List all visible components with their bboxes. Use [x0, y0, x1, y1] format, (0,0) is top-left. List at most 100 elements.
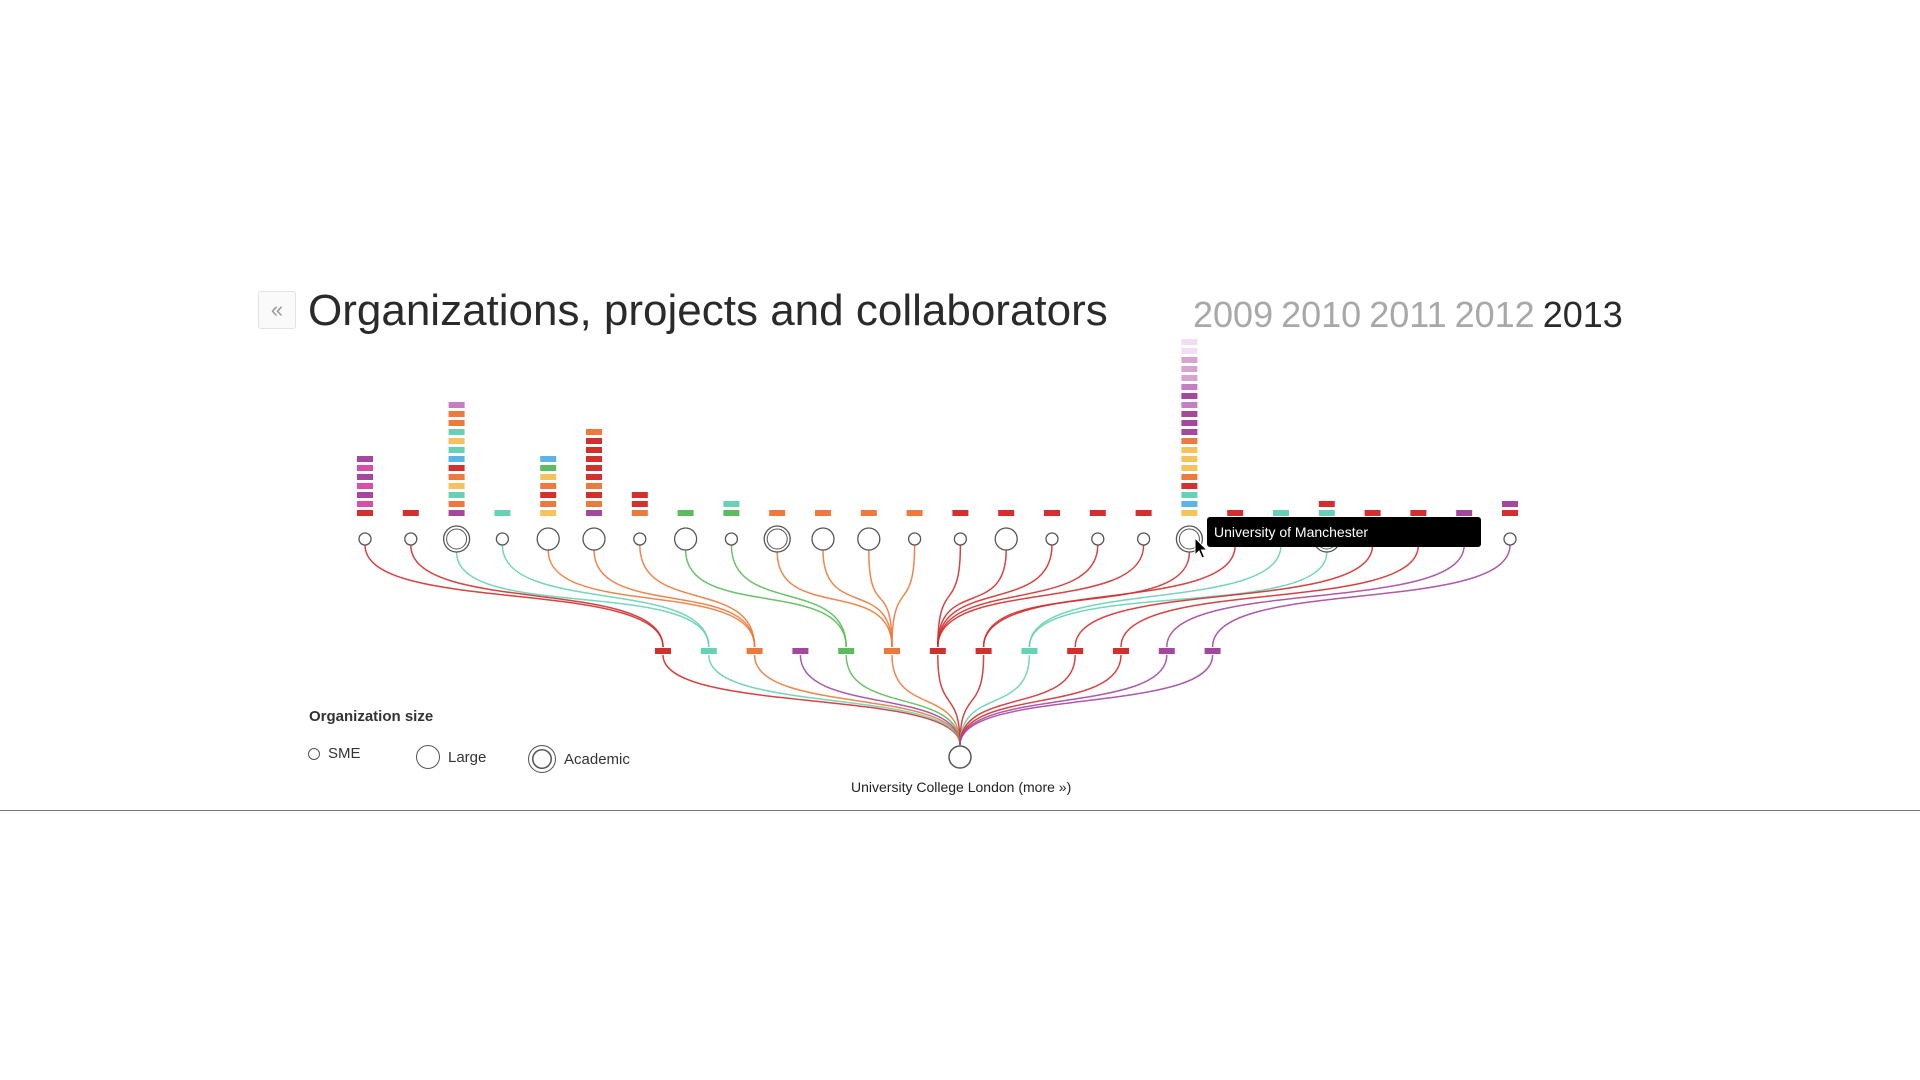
org-project-edge [937, 544, 962, 648]
back-button[interactable]: « [258, 291, 296, 329]
org-node[interactable] [857, 527, 881, 551]
year-2010[interactable]: 2010 [1281, 294, 1362, 335]
project-count-bar [1181, 402, 1198, 408]
project-count-bar [1135, 510, 1152, 516]
academic-circle-icon [528, 745, 556, 773]
org-node[interactable] [633, 532, 647, 546]
year-2012[interactable]: 2012 [1454, 294, 1535, 335]
project-root-edge [959, 654, 1214, 746]
project-count-bar [448, 429, 465, 435]
org-node[interactable] [994, 527, 1018, 551]
org-project-edge [684, 549, 847, 648]
project-root-edge [959, 654, 1122, 746]
project-root-edge [662, 654, 961, 746]
org-node[interactable] [811, 527, 835, 551]
project-count-bar [631, 501, 648, 507]
project-count-bar [1181, 465, 1198, 471]
project-count-bar [906, 510, 923, 516]
project-count-bar [448, 411, 465, 417]
project-count-bar [1318, 510, 1335, 516]
org-project-edge [937, 549, 1007, 648]
org-node[interactable] [673, 527, 698, 551]
project-count-bar [1181, 384, 1198, 390]
org-project-edge [1120, 544, 1420, 648]
org-node[interactable] [536, 527, 560, 551]
project-bar [1158, 648, 1175, 654]
project-bar [792, 648, 809, 654]
project-count-bar [723, 510, 740, 516]
legend-item-academic: Academic [528, 745, 630, 773]
org-node-inner-ring [446, 528, 468, 550]
project-root-edge [845, 654, 961, 746]
project-count-bar [448, 456, 465, 462]
more-link[interactable]: (more ») [1018, 779, 1072, 795]
project-count-bar [1456, 510, 1473, 516]
project-count-bar [540, 510, 557, 516]
org-node[interactable] [953, 532, 968, 546]
project-bar [1021, 648, 1038, 654]
org-node[interactable] [582, 527, 606, 551]
project-bar [700, 648, 717, 654]
project-count-bar [1181, 510, 1198, 516]
project-count-bar [1181, 375, 1198, 381]
org-node[interactable] [1136, 532, 1151, 546]
project-count-bar [586, 429, 602, 435]
project-count-bar [1181, 483, 1198, 489]
legend-item-large: Large [416, 745, 486, 769]
project-count-bar [1181, 420, 1198, 426]
org-node[interactable] [907, 532, 922, 546]
root-organization-label: University College London (more ») [851, 779, 1071, 795]
project-count-bar [448, 447, 465, 453]
project-count-bar [1089, 510, 1106, 516]
year-2011[interactable]: 2011 [1369, 294, 1447, 335]
project-count-bar [677, 510, 694, 516]
project-count-bar [1364, 510, 1381, 516]
org-project-edge [776, 551, 893, 648]
legend-item-sme: SME [308, 745, 361, 762]
org-node[interactable] [495, 532, 510, 546]
org-project-edge [1074, 544, 1374, 648]
sme-circle-icon [308, 747, 320, 760]
project-count-bar [1181, 366, 1198, 372]
year-2013[interactable]: 2013 [1542, 294, 1623, 335]
legend-label-academic: Academic [564, 750, 630, 768]
project-bar [655, 648, 671, 654]
mouse-cursor-icon [1194, 536, 1209, 559]
project-count-bar [586, 456, 602, 462]
org-node[interactable] [763, 525, 791, 553]
org-node[interactable] [358, 532, 372, 546]
org-node[interactable] [404, 532, 418, 546]
project-count-bar [540, 474, 557, 480]
project-root-edge [708, 654, 961, 746]
org-project-edge [868, 549, 893, 648]
project-root-edge [753, 654, 961, 746]
project-count-bar [494, 510, 511, 516]
project-count-bar [448, 492, 465, 498]
project-bar [884, 648, 900, 654]
project-count-bar [1181, 348, 1198, 354]
year-2009[interactable]: 2009 [1193, 294, 1274, 335]
legend-title: Organization size [309, 708, 434, 725]
project-count-bar [357, 492, 373, 498]
root-node[interactable] [948, 745, 972, 769]
project-count-bar [357, 456, 373, 462]
project-count-bar [540, 501, 557, 507]
project-count-bar [631, 510, 648, 516]
project-count-bar [1181, 357, 1198, 363]
org-node[interactable] [442, 525, 471, 553]
project-count-bar [402, 510, 419, 516]
legend-label-large: Large [448, 748, 487, 766]
org-project-edge [1211, 544, 1511, 648]
org-project-edge [730, 544, 847, 648]
org-project-edge [982, 544, 1236, 648]
org-node[interactable] [1045, 532, 1059, 546]
project-count-bar [1502, 510, 1518, 516]
project-count-bar [586, 465, 602, 471]
org-project-edge [1028, 544, 1282, 648]
org-node[interactable] [1503, 532, 1517, 546]
project-root-edge [937, 654, 961, 746]
org-node[interactable] [1091, 532, 1105, 546]
project-count-bar [1227, 510, 1244, 516]
project-count-bar [586, 510, 602, 516]
org-node[interactable] [724, 532, 739, 546]
